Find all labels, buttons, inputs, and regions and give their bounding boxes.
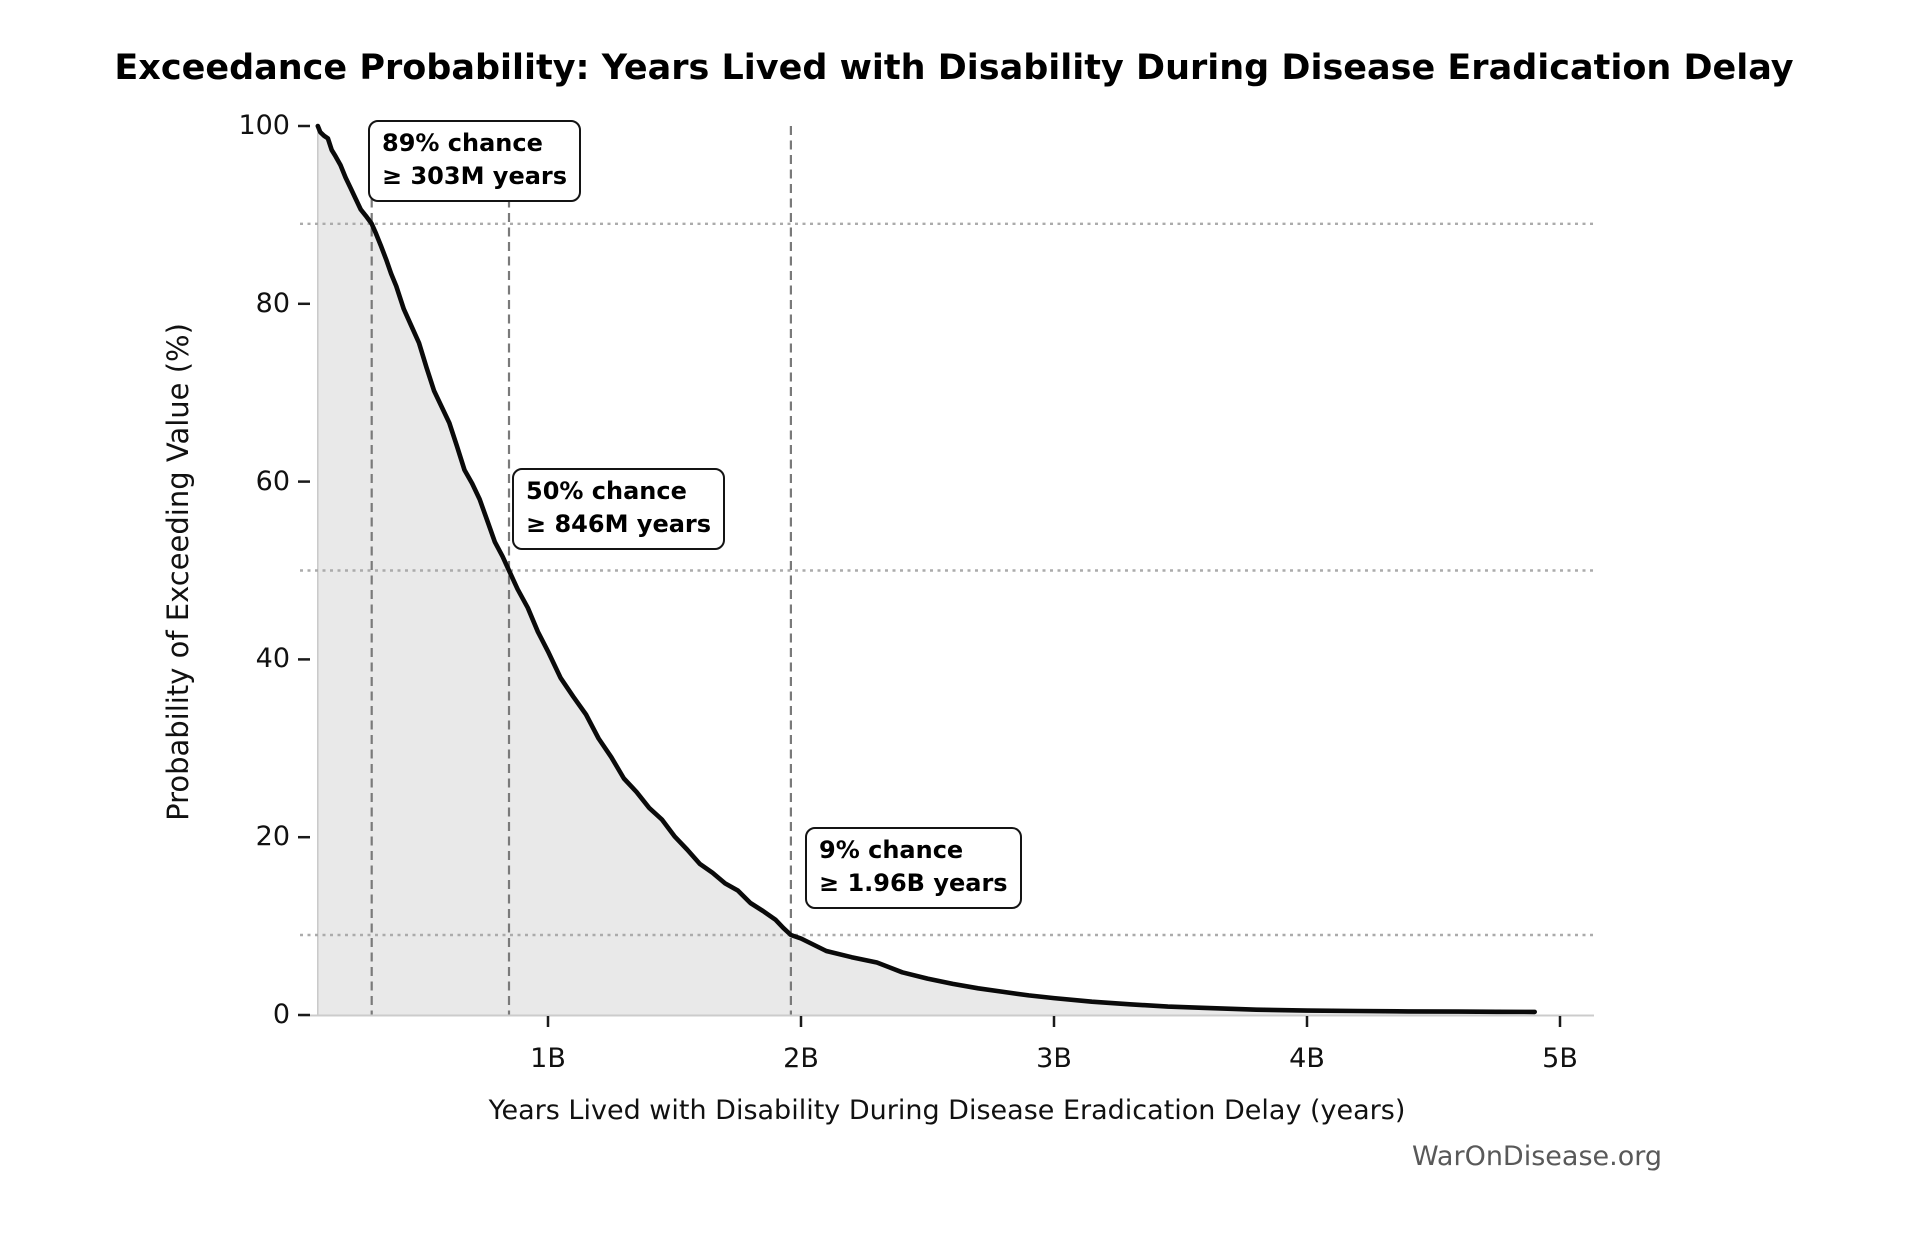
y-tick-label-0: 0 — [272, 999, 290, 1030]
axis-spine-and-ticks — [298, 124, 1594, 1027]
y-tick-label-20: 20 — [255, 821, 290, 853]
watermark-text: WarOnDisease.org — [1411, 1141, 1662, 1172]
annotation-probability-text: 9% chance — [819, 836, 964, 864]
dotted-probability-gridlines — [300, 222, 1594, 937]
exceedance-curve — [315, 123, 1537, 1015]
chart-title: Exceedance Probability: Years Lived with… — [114, 48, 1794, 88]
x-tick-label-3b: 3B — [1036, 1043, 1072, 1074]
annotation-50pct-846m: 50% chance ≥ 846M years — [512, 468, 726, 551]
annotation-89pct-303m: 89% chance ≥ 303M years — [368, 120, 582, 203]
x-tick-label-2b: 2B — [783, 1043, 819, 1074]
y-tick-label-60: 60 — [255, 465, 290, 497]
annotation-threshold-text: ≥ 846M years — [526, 510, 712, 539]
x-tick-label-1b: 1B — [530, 1043, 566, 1074]
annotation-threshold-text: ≥ 303M years — [382, 162, 568, 191]
dashed-threshold-lines — [370, 126, 793, 1015]
y-tick-label-40: 40 — [255, 643, 290, 675]
y-tick-label-80: 80 — [255, 287, 290, 319]
annotation-9pct-1-96b: 9% chance ≥ 1.96B years — [805, 827, 1022, 910]
y-axis-title: Probability of Exceeding Value (%) — [161, 323, 195, 821]
annotation-probability-text: 89% chance — [382, 129, 543, 157]
annotation-probability-text: 50% chance — [526, 477, 687, 505]
y-tick-label-100: 100 — [238, 110, 290, 141]
x-tick-label-5b: 5B — [1542, 1043, 1578, 1074]
annotation-threshold-text: ≥ 1.96B years — [819, 869, 1008, 898]
x-axis-title: Years Lived with Disability During Disea… — [488, 1095, 1406, 1126]
x-tick-label-4b: 4B — [1289, 1043, 1325, 1074]
